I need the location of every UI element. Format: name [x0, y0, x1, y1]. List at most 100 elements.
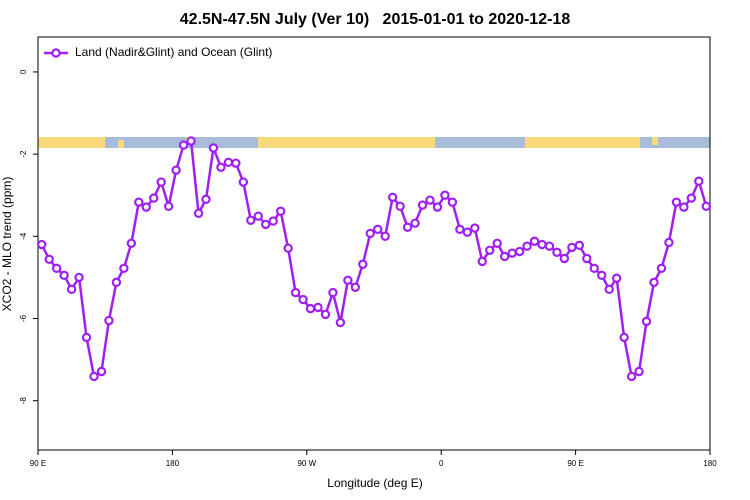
data-point	[358, 259, 368, 269]
y-axis-label: XCO2 - MLO trend (ppm)	[0, 177, 14, 312]
series-line	[40, 138, 708, 379]
data-point	[178, 140, 189, 150]
data-point	[671, 197, 682, 207]
data-point	[66, 284, 77, 295]
data-point	[74, 272, 84, 283]
data-point	[559, 253, 570, 264]
data-point	[51, 263, 62, 274]
data-point	[89, 371, 99, 382]
data-point	[313, 302, 323, 313]
data-point	[440, 190, 450, 200]
data-point	[298, 294, 308, 305]
data-point	[81, 332, 92, 343]
data-point	[522, 241, 532, 251]
data-point	[186, 136, 196, 146]
data-point	[134, 197, 144, 207]
data-point	[373, 224, 383, 235]
data-point	[589, 263, 599, 274]
data-point	[425, 195, 435, 205]
data-point	[238, 177, 249, 187]
data-point	[567, 242, 577, 253]
data-point	[649, 277, 659, 288]
data-point	[126, 238, 137, 248]
x-tick-label: 180	[166, 459, 180, 468]
data-point	[343, 275, 353, 285]
data-point	[223, 157, 234, 168]
data-point	[156, 177, 166, 187]
data-point	[694, 176, 704, 186]
data-point	[634, 366, 644, 377]
y-tick-label: 0	[19, 69, 28, 74]
data-point	[387, 192, 398, 202]
data-point	[149, 193, 159, 203]
data-point	[664, 237, 674, 248]
data-point	[470, 223, 480, 233]
data-point	[619, 332, 629, 343]
data-point	[552, 247, 562, 258]
data-point	[529, 236, 540, 246]
x-tick-label: 90 E	[30, 459, 46, 468]
data-point	[492, 238, 502, 248]
data-point	[574, 240, 585, 251]
y-tick-label: -2	[19, 150, 28, 158]
data-point	[96, 366, 107, 377]
data-point	[679, 202, 689, 212]
plot-frame	[37, 36, 711, 451]
x-axis-label: Longitude (deg E)	[327, 476, 422, 490]
data-point	[104, 315, 114, 326]
data-point	[701, 201, 711, 212]
data-point	[111, 277, 122, 288]
data-point	[462, 227, 473, 237]
data-point	[686, 193, 697, 203]
data-point	[119, 263, 129, 274]
data-point	[350, 282, 361, 292]
data-point	[514, 246, 525, 257]
data-point	[320, 309, 331, 320]
data-point	[395, 201, 405, 212]
data-point	[611, 273, 622, 283]
data-point	[275, 206, 286, 216]
data-point	[365, 228, 375, 239]
chart-title: 42.5N-47.5N July (Ver 10) 2015-01-01 to …	[180, 11, 571, 28]
x-tick-label: 90 E	[567, 459, 583, 468]
data-point	[201, 194, 211, 205]
legend-marker	[51, 48, 61, 58]
data-point	[37, 239, 47, 250]
data-point	[641, 316, 652, 327]
data-point	[246, 215, 256, 225]
data-point	[141, 202, 151, 212]
data-point	[193, 208, 204, 218]
data-point	[380, 231, 390, 242]
data-point	[410, 218, 420, 228]
data-point	[477, 256, 487, 267]
data-point	[253, 211, 263, 221]
x-tick-label: 0	[439, 459, 444, 468]
data-point	[268, 216, 278, 226]
data-point	[455, 224, 465, 235]
data-point	[544, 241, 555, 251]
data-point	[305, 303, 316, 314]
data-point	[626, 371, 637, 382]
y-tick-label: -6	[19, 314, 28, 322]
data-point	[283, 243, 293, 253]
data-point	[59, 270, 69, 281]
data-point	[485, 245, 495, 255]
data-point	[507, 248, 517, 258]
legend-label: Land (Nadir&Glint) and Ocean (Glint)	[75, 45, 272, 59]
data-point	[171, 165, 181, 175]
land-ocean-strip	[38, 137, 710, 148]
data-point	[604, 284, 614, 295]
data-point	[163, 201, 174, 212]
data-point	[261, 219, 271, 230]
data-point	[335, 317, 346, 328]
data-point	[216, 162, 226, 172]
data-point	[290, 287, 301, 298]
data-point	[231, 158, 241, 168]
data-point	[447, 197, 458, 207]
data-point	[208, 143, 219, 153]
data-point	[499, 251, 510, 262]
data-point	[656, 263, 667, 274]
data-point	[402, 222, 413, 232]
data-point	[417, 200, 428, 210]
